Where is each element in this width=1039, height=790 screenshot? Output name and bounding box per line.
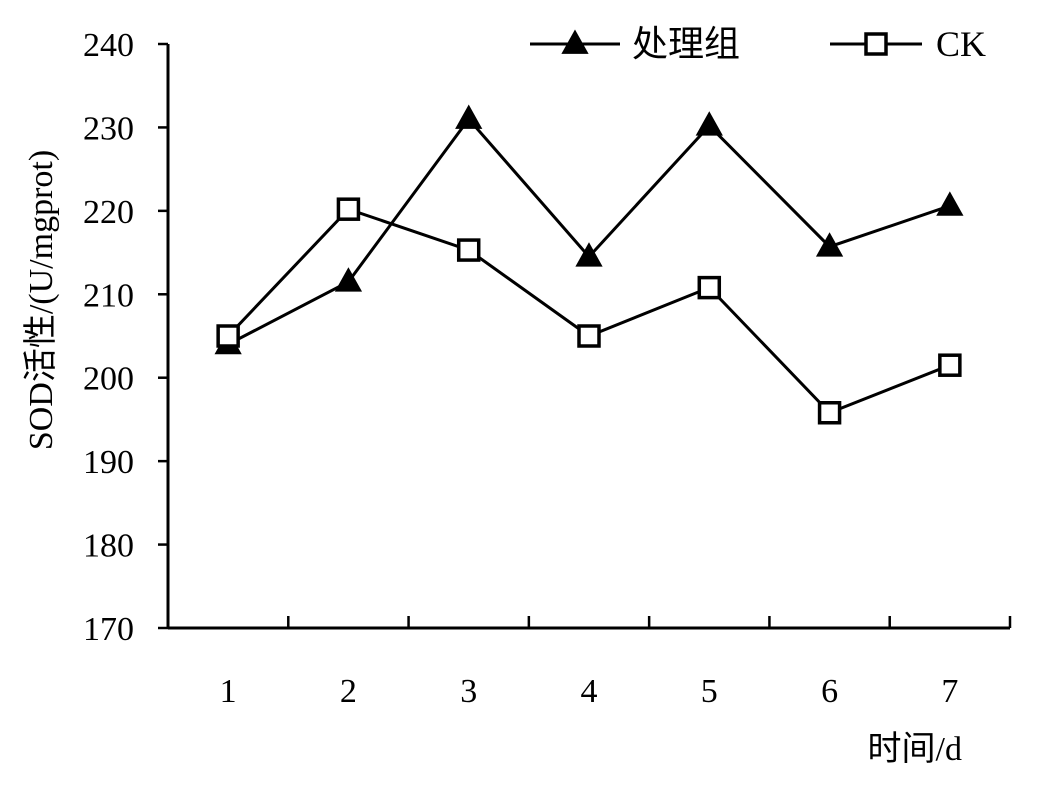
x-tick-label: 7 bbox=[941, 673, 958, 710]
y-tick-label: 210 bbox=[83, 277, 134, 314]
x-axis-title: 时间/d bbox=[868, 731, 962, 768]
data-point-marker bbox=[334, 267, 363, 292]
data-point-marker bbox=[336, 197, 361, 221]
x-tick-label: 4 bbox=[581, 673, 598, 710]
x-tick-label: 6 bbox=[821, 673, 838, 710]
y-tick-label: 240 bbox=[83, 27, 134, 64]
legend-marker bbox=[864, 32, 888, 56]
y-tick-label: 220 bbox=[83, 194, 134, 231]
series-line bbox=[227, 207, 951, 415]
series-group bbox=[214, 104, 964, 425]
axes bbox=[166, 44, 1010, 630]
y-axis-title: SOD活性/(U/mgprot) bbox=[22, 150, 60, 450]
y-tick-label: 170 bbox=[83, 611, 134, 648]
legend-item: 处理组 bbox=[530, 24, 740, 64]
data-point-marker bbox=[695, 111, 723, 136]
data-point-marker bbox=[815, 232, 844, 257]
y-tick-label: 230 bbox=[83, 110, 134, 147]
legend-marker bbox=[561, 29, 589, 54]
y-tick-label: 180 bbox=[83, 528, 134, 565]
x-ticks: 1 2 3 4 5 6 7 bbox=[220, 616, 1012, 710]
data-point-marker bbox=[936, 191, 964, 216]
data-point-marker bbox=[817, 401, 842, 425]
x-tick-label: 3 bbox=[460, 673, 477, 710]
x-tick-label: 1 bbox=[220, 673, 237, 710]
data-point-marker bbox=[577, 324, 601, 348]
data-point-marker bbox=[216, 324, 240, 348]
x-tick-label: 5 bbox=[701, 673, 718, 710]
y-tick-label: 200 bbox=[83, 361, 134, 398]
data-point-marker bbox=[697, 275, 722, 300]
legend-item: CK bbox=[830, 24, 986, 64]
y-tick-label: 190 bbox=[83, 444, 134, 481]
x-tick-label: 2 bbox=[340, 673, 357, 710]
legend: 处理组 CK bbox=[530, 24, 986, 64]
data-point-marker bbox=[575, 242, 603, 267]
legend-label: 处理组 bbox=[632, 24, 740, 64]
data-point-marker bbox=[455, 104, 483, 129]
series-2 bbox=[216, 197, 962, 425]
data-point-marker bbox=[938, 353, 962, 377]
data-point-marker bbox=[456, 238, 481, 262]
legend-label: CK bbox=[936, 24, 986, 64]
series-line bbox=[227, 116, 951, 346]
y-ticks: 170 180 190 200 210 220 230 240 bbox=[83, 27, 168, 648]
